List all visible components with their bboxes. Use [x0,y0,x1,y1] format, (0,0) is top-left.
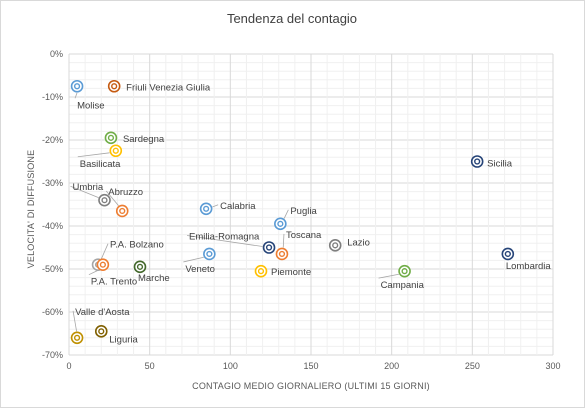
x-tick-label: 0 [66,361,71,371]
point-label: Calabria [220,201,256,212]
leader-line [212,204,219,208]
point-label: Liguria [109,334,138,345]
data-point-core [112,147,119,154]
y-tick-label: -50% [42,264,63,274]
data-point-core [203,205,210,212]
point-labels: Molise Friuli Venezia Giulia Sardegna Basil… [72,82,551,345]
data-point-core [119,207,126,215]
point-label: Toscana [286,230,322,241]
data-point-core [101,197,108,204]
y-tick-label: -10% [42,92,63,102]
point-label: Abruzzo [108,187,143,198]
data-point [328,239,342,252]
leader-line [77,152,110,158]
axis-ticks: 0 50 100 150 200 250 300 0% -10% -20% -30% -40% -50%… [42,49,561,371]
leader-line [100,243,109,260]
data-point-core [99,261,106,268]
plot-grid [68,53,554,356]
leader-line [186,235,263,247]
point-label: Friuli Venezia Giulia [126,82,211,93]
data-point-core [332,242,339,249]
point-label: Lombardia [506,261,552,272]
y-tick-label: -40% [42,221,63,231]
point-label: Piemonte [271,267,311,278]
point-label: P.A. Bolzano [110,240,164,251]
leader-line [74,92,78,99]
data-point [109,144,123,158]
data-point [275,247,289,261]
data-point-core [257,268,265,275]
x-tick-label: 100 [223,361,238,371]
point-label: Veneto [185,264,215,275]
y-tick-label: -20% [42,135,63,145]
data-point [107,79,121,93]
x-tick-label: 200 [384,361,399,371]
point-label: Sicilia [487,159,513,170]
leader-line [70,185,99,198]
data-point-core [401,268,408,275]
leader-line [183,256,204,263]
data-point [96,258,110,272]
point-label: Basilicata [80,159,121,170]
data-point-core [111,83,118,90]
point-label: P.A. Trento [91,277,137,288]
data-point [274,217,287,231]
data-point-core [278,250,286,258]
data-point [254,264,268,278]
data-point [115,204,129,218]
leader-line [72,310,77,332]
data-points [70,79,515,345]
y-tick-label: -60% [42,307,63,317]
data-point-core [136,263,144,270]
data-point [70,331,84,345]
point-label: Sardegna [123,134,165,145]
point-label: Lazio [347,237,370,248]
x-tick-label: 150 [303,361,318,371]
data-point-core [107,134,115,141]
data-point-core [98,328,105,335]
x-tick-label: 50 [145,361,155,371]
data-point-core [277,220,284,227]
data-point [262,241,276,254]
x-axis-title: CONTAGIO MEDIO GIORNALIERO (ULTIMI 15 GI… [192,381,430,391]
leader-line [378,273,399,279]
y-tick-label: 0% [50,49,63,59]
leader-line [283,209,289,219]
point-label: Valle d'Aosta [75,307,130,318]
leader-line [105,190,119,206]
data-point [398,264,411,278]
x-tick-label: 300 [545,361,560,371]
point-label: Puglia [290,206,317,217]
data-point [470,155,484,168]
data-point [104,131,118,145]
data-point [199,202,213,216]
data-point [133,260,147,274]
point-label: Marche [138,273,170,284]
y-tick-label: -70% [42,350,63,360]
data-point-core [206,250,213,258]
data-point [501,247,515,261]
leader-lines [70,92,399,332]
point-label: Molise [77,100,104,111]
data-point-core [73,83,81,90]
x-tick-label: 250 [465,361,480,371]
data-point [98,193,111,207]
leader-line [282,233,285,248]
y-tick-label: -30% [42,178,63,188]
point-label: Umbria [72,182,103,193]
data-point-core [73,334,81,341]
chart-title: Tendenza del contagio [227,11,357,26]
point-label: Campania [381,280,425,291]
point-label: Emilia-Romagna [189,232,260,243]
data-point [203,247,216,261]
data-point [70,79,84,93]
data-point-core [474,158,481,165]
y-axis-title: VELOCITA' DI DIFFUSIONE [26,150,36,269]
data-point-core [504,250,511,258]
data-point [94,325,108,338]
data-point-core [265,244,273,251]
